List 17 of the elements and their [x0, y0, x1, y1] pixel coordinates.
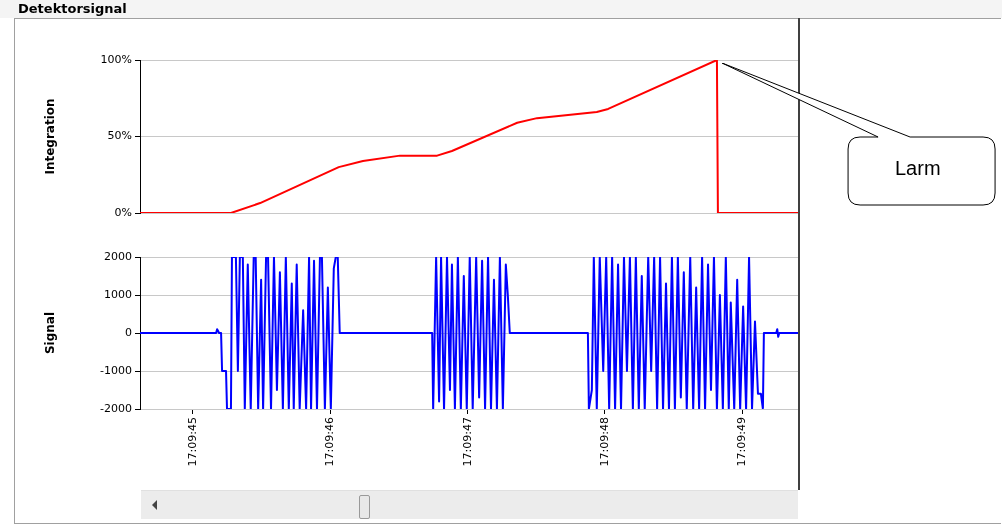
y-tick-label: -2000	[100, 401, 132, 415]
y-tick-label: 0	[125, 325, 132, 339]
y-tick-label: 0%	[114, 205, 132, 219]
y-tick-label: -1000	[100, 363, 132, 377]
chart-title: Detektorsignal	[18, 1, 127, 16]
y-tick-label: 1000	[104, 287, 132, 301]
y-axis-title: Signal	[43, 311, 58, 355]
y-axis-title: Integration	[43, 98, 58, 175]
x-tick-label: 17:09:49	[735, 417, 748, 467]
y-tick-label: 100%	[100, 52, 132, 66]
x-tick-label: 17:09:45	[185, 417, 199, 467]
x-tick-label: 17:09:47	[460, 417, 474, 467]
x-tick-label: 17:09:46	[323, 417, 337, 467]
y-tick-label: 50%	[107, 129, 132, 143]
y-tick-label: 2000	[104, 249, 132, 263]
text: Larm	[895, 157, 941, 180]
x-tick-label: 17:09:48	[597, 417, 611, 467]
